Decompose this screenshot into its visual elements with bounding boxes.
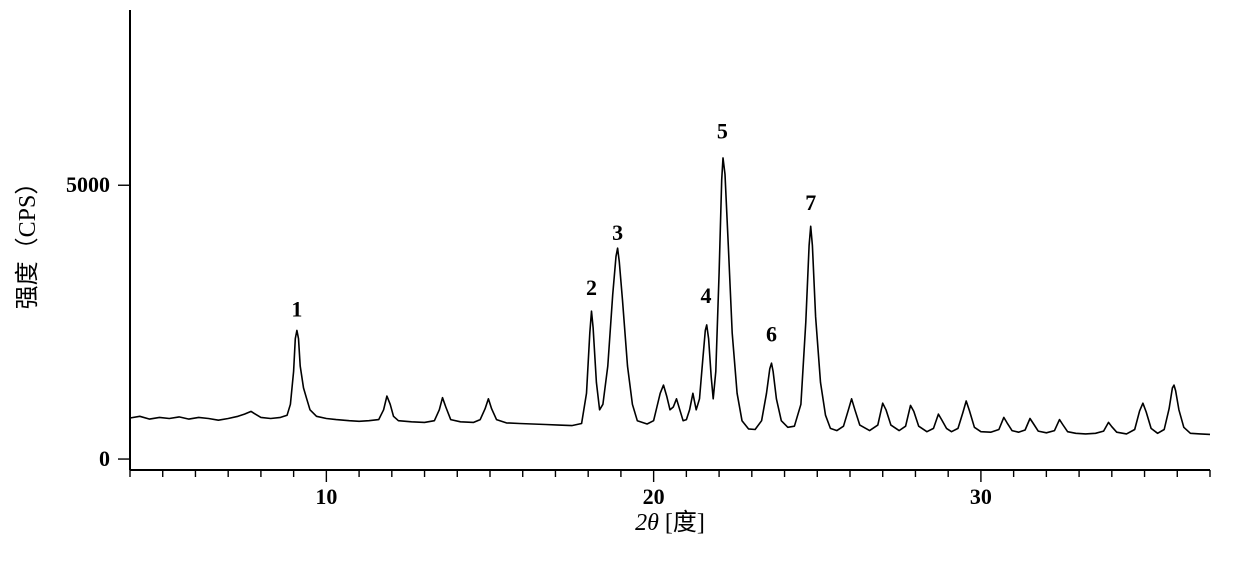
y-tick-label: 5000 [66,172,110,197]
x-tick-label: 30 [970,484,992,509]
xrd-chart-container: 10 20 30 0 5000 1 2 3 4 5 6 7 2θ [度] 强度（CPS） [0,0,1240,574]
peak-label: 6 [766,321,777,346]
chart-bg [0,0,1240,574]
x-tick-label: 20 [643,484,665,509]
peak-label: 7 [805,190,816,215]
y-axis-label: 强度（CPS） [14,171,41,310]
peak-label: 4 [701,283,712,308]
x-axis-label: 2θ [度] [635,509,705,536]
y-tick-label: 0 [99,446,110,471]
peak-label: 2 [586,275,597,300]
x-tick-label: 10 [315,484,337,509]
peak-label: 5 [717,119,728,144]
peak-label: 3 [612,220,623,245]
peak-label: 1 [291,297,302,322]
xrd-chart-svg: 10 20 30 0 5000 1 2 3 4 5 6 7 2θ [度] 强度（CPS） [0,0,1240,574]
